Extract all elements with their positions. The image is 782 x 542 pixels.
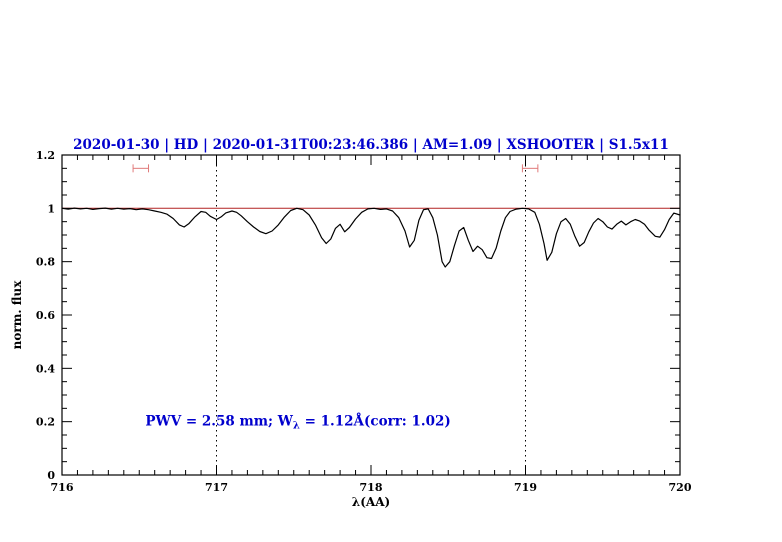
y-axis-label: norm. flux [10,280,24,350]
plot-layers: 716 717 718 719 720 0 0.2 0.4 0.6 0.8 1 1.2 PWV = 2.… [36,149,692,494]
x-tick-label: 719 [514,481,537,494]
x-tick-label: 717 [205,481,228,494]
pwv-annotation: PWV = 2.58 mm; Wλ = 1.12Å(corr: 1.02) [145,414,450,432]
series-spectrum [61,207,681,268]
plot-title: 2020-01-30 | HD | 2020-01-31T00:23:46.38… [73,137,669,153]
y-tick-label: 1.2 [36,149,55,162]
y-tick-label: 0.6 [36,309,55,322]
x-tick-label: 720 [669,481,692,494]
y-tick-label: 0.8 [36,256,55,269]
y-tick-label: 0.4 [36,362,55,375]
x-axis-label: λ(AA) [352,495,390,509]
y-tick-label: 0.2 [36,416,55,429]
x-tick-label: 716 [51,481,74,494]
y-tick-label: 0 [47,469,55,482]
x-tick-label: 718 [360,481,383,494]
y-tick-label: 1 [47,202,55,215]
